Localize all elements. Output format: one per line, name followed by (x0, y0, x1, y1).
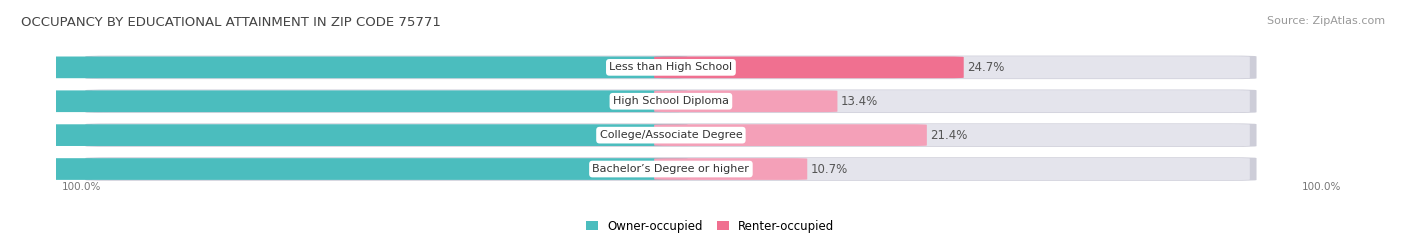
Legend: Owner-occupied, Renter-occupied: Owner-occupied, Renter-occupied (586, 220, 834, 233)
Text: Less than High School: Less than High School (609, 62, 733, 72)
FancyBboxPatch shape (0, 90, 688, 112)
FancyBboxPatch shape (86, 56, 1257, 79)
FancyBboxPatch shape (654, 57, 963, 78)
FancyBboxPatch shape (86, 157, 1257, 181)
FancyBboxPatch shape (654, 90, 838, 112)
Text: 10.7%: 10.7% (811, 163, 848, 175)
FancyBboxPatch shape (86, 89, 1257, 113)
Text: Bachelor’s Degree or higher: Bachelor’s Degree or higher (592, 164, 749, 174)
FancyBboxPatch shape (0, 57, 688, 78)
Text: 100.0%: 100.0% (1302, 182, 1341, 192)
Text: High School Diploma: High School Diploma (613, 96, 728, 106)
Text: 13.4%: 13.4% (841, 95, 877, 108)
Text: 24.7%: 24.7% (967, 61, 1004, 74)
FancyBboxPatch shape (91, 124, 1250, 146)
FancyBboxPatch shape (654, 124, 927, 146)
FancyBboxPatch shape (91, 158, 1250, 180)
Text: 21.4%: 21.4% (931, 129, 967, 142)
Text: College/Associate Degree: College/Associate Degree (599, 130, 742, 140)
FancyBboxPatch shape (0, 124, 688, 146)
FancyBboxPatch shape (91, 90, 1250, 112)
FancyBboxPatch shape (0, 158, 688, 180)
Text: Source: ZipAtlas.com: Source: ZipAtlas.com (1267, 16, 1385, 26)
Text: 100.0%: 100.0% (62, 182, 101, 192)
FancyBboxPatch shape (86, 123, 1257, 147)
FancyBboxPatch shape (654, 158, 807, 180)
FancyBboxPatch shape (91, 56, 1250, 79)
Text: OCCUPANCY BY EDUCATIONAL ATTAINMENT IN ZIP CODE 75771: OCCUPANCY BY EDUCATIONAL ATTAINMENT IN Z… (21, 16, 441, 29)
